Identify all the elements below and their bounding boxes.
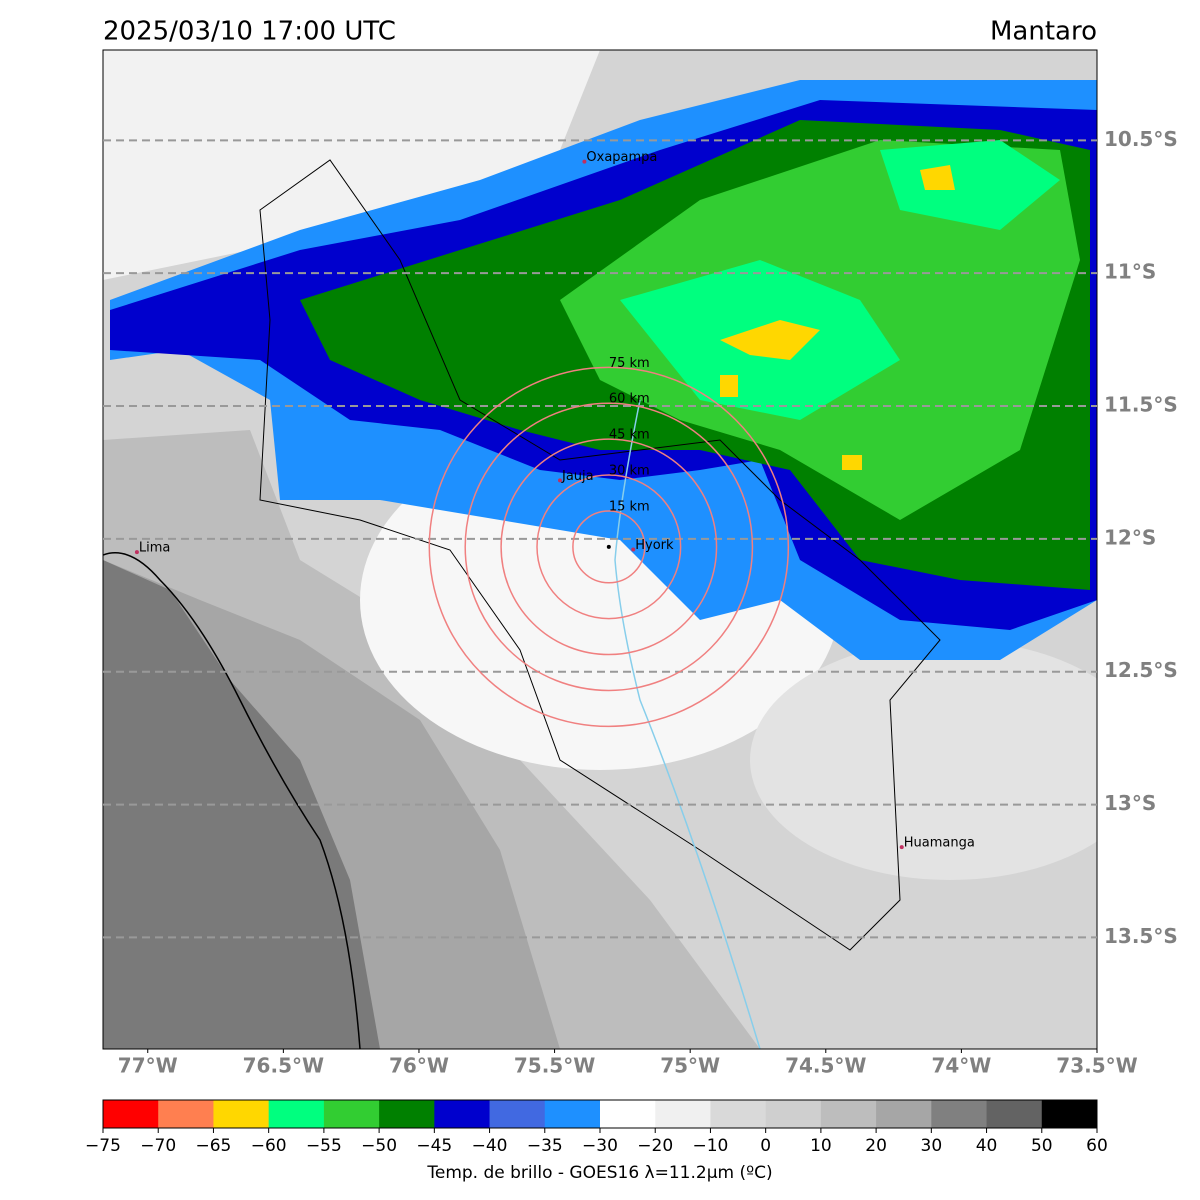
lat-label: 12.5°S	[1104, 658, 1178, 682]
colorbar-bin	[931, 1100, 988, 1128]
city-marker	[899, 845, 904, 850]
lat-label: 11°S	[1104, 260, 1156, 284]
lat-label: 12°S	[1104, 525, 1156, 549]
ring-label: 75 km	[609, 356, 650, 371]
colorbar-tick-label: 60	[1086, 1136, 1108, 1156]
region: Mantaro	[990, 17, 1097, 47]
colorbar-tick-label: 20	[865, 1136, 887, 1156]
colorbar-bin	[820, 1100, 877, 1128]
range-ring	[572, 510, 646, 584]
city-label: Lima	[139, 541, 170, 556]
colorbar-tick-label: 10	[810, 1136, 832, 1156]
city-marker	[134, 550, 139, 555]
colorbar-tick-label: 50	[1031, 1136, 1053, 1156]
range-ring	[536, 474, 682, 620]
colorbar-bin	[158, 1100, 214, 1128]
colorbar-tick-label: −65	[195, 1136, 231, 1156]
lon-label: 75.5°W	[514, 1054, 595, 1078]
colorbar-tick-label: 40	[976, 1136, 998, 1156]
colorbar-bin	[544, 1100, 601, 1128]
colorbar-tick-label: −30	[582, 1136, 618, 1156]
colorbar-bin	[103, 1100, 159, 1128]
colorbar-tick-label: −60	[251, 1136, 287, 1156]
range-ring	[464, 402, 754, 692]
city-marker	[582, 159, 587, 164]
colorbar-tick-label: −45	[416, 1136, 452, 1156]
colorbar-tick-label: 0	[760, 1136, 771, 1156]
colorbar-tick-label: −50	[361, 1136, 397, 1156]
lat-label: 13°S	[1104, 791, 1156, 815]
colorbar-bin	[710, 1100, 767, 1128]
lon-label: 74.5°W	[785, 1054, 866, 1078]
colorbar-bin	[1041, 1100, 1098, 1128]
city-label: Hyork	[635, 538, 674, 553]
lat-label: 10.5°S	[1104, 127, 1178, 151]
city-label: Oxapampa	[586, 150, 657, 165]
ring-label: 15 km	[609, 499, 650, 514]
lat-label: 11.5°S	[1104, 393, 1178, 417]
city-marker	[631, 547, 636, 552]
ring-label: 45 km	[609, 428, 650, 443]
lon-label: 76°W	[389, 1054, 449, 1078]
colorbar-tick-label: −70	[140, 1136, 176, 1156]
city-label: Huamanga	[904, 836, 975, 851]
title: 2025/03/10 17:00 UTC	[103, 17, 396, 47]
lon-label: 74°W	[931, 1054, 991, 1078]
lon-label: 77°W	[118, 1054, 178, 1078]
colorbar-bin	[600, 1100, 656, 1128]
colorbar-tick-label: −40	[472, 1136, 508, 1156]
colorbar-tick-label: −55	[306, 1136, 342, 1156]
city-marker	[557, 478, 562, 483]
lon-label: 76.5°W	[243, 1054, 324, 1078]
colorbar-tick-label: −35	[527, 1136, 563, 1156]
city-label: Jauja	[561, 469, 594, 484]
colorbar-tick-label: −75	[85, 1136, 121, 1156]
lon-label: 73.5°W	[1056, 1054, 1137, 1078]
satellite-field	[103, 50, 1097, 1049]
ring-label: 30 km	[609, 464, 650, 479]
colorbar-bin	[379, 1100, 435, 1128]
lat-label: 13.5°S	[1104, 924, 1178, 948]
colorbar-bin	[213, 1100, 270, 1128]
colorbar-tick-label: −20	[637, 1136, 673, 1156]
colorbar-bin	[655, 1100, 711, 1128]
colorbar-bin	[986, 1100, 1043, 1128]
radar-site	[606, 544, 611, 549]
ring-label: 60 km	[609, 392, 650, 407]
range-ring	[428, 366, 790, 728]
lon-label: 75°W	[660, 1054, 720, 1078]
colorbar-bin	[434, 1100, 491, 1128]
colorbar-bin	[268, 1100, 325, 1128]
colorbar-tick-label: 30	[921, 1136, 943, 1156]
colorbar-bin	[765, 1100, 822, 1128]
colorbar-tick-label: −10	[692, 1136, 728, 1156]
colorbar-bin	[323, 1100, 380, 1128]
colorbar-bin	[489, 1100, 546, 1128]
colorbar-label: Temp. de brillo - GOES16 λ=11.2μm (ºC)	[426, 1163, 772, 1183]
colorbar-bin	[876, 1100, 932, 1128]
map-frame	[102, 49, 1098, 1050]
range-ring	[500, 438, 718, 656]
